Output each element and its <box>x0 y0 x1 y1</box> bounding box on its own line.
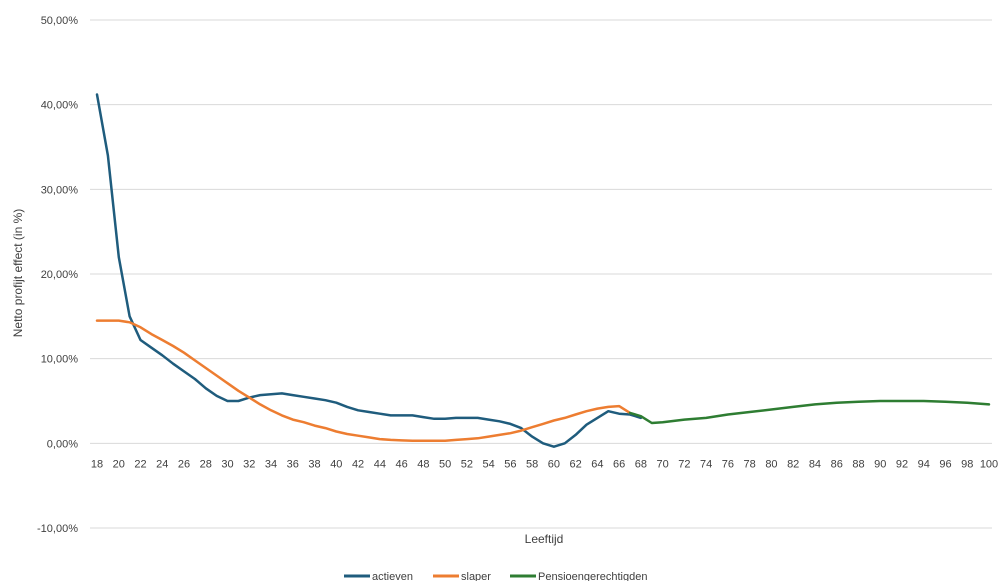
x-tick-label: 54 <box>482 458 494 470</box>
x-tick-label: 66 <box>613 458 625 470</box>
x-tick-label: 44 <box>374 458 386 470</box>
x-tick-label: 62 <box>570 458 582 470</box>
x-tick-label: 74 <box>700 458 712 470</box>
y-axis-title: Netto profijt effect (in %) <box>11 209 25 338</box>
x-tick-label: 94 <box>918 458 930 470</box>
x-tick-label: 68 <box>635 458 647 470</box>
series-line-slaper <box>95 319 632 443</box>
y-tick-label: 50,00% <box>41 15 79 27</box>
x-tick-label: 86 <box>831 458 843 470</box>
y-tick-label: 0,00% <box>47 438 78 450</box>
x-tick-label: 78 <box>744 458 756 470</box>
y-tick-label: 40,00% <box>41 100 79 112</box>
legend-label-actieven: actieven <box>372 571 413 581</box>
x-tick-label: 64 <box>591 458 603 470</box>
x-tick-label: 50 <box>439 458 451 470</box>
x-tick-label: 22 <box>134 458 146 470</box>
x-axis-ticks: 18 20 22 24 26 28 30 32 34 36 38 40 42 44 46 48 50 52 54 56… <box>91 458 998 470</box>
x-tick-label: 60 <box>548 458 560 470</box>
x-tick-label: 70 <box>657 458 669 470</box>
legend-label-slaper: slaper <box>461 571 491 581</box>
x-tick-label: 20 <box>113 458 125 470</box>
legend-label-pensioengerechtigden: Pensioengerechtigden <box>538 571 647 581</box>
x-tick-label: 76 <box>722 458 734 470</box>
x-tick-label: 42 <box>352 458 364 470</box>
x-tick-label: 100 <box>980 458 998 470</box>
x-tick-label: 58 <box>526 458 538 470</box>
y-tick-label: 20,00% <box>41 269 79 281</box>
x-tick-label: 28 <box>200 458 212 470</box>
x-tick-label: 80 <box>765 458 777 470</box>
x-tick-label: 82 <box>787 458 799 470</box>
series-line-pensioengerechtigden <box>628 399 991 425</box>
x-tick-label: 46 <box>395 458 407 470</box>
x-tick-label: 96 <box>939 458 951 470</box>
x-tick-label: 26 <box>178 458 190 470</box>
x-tick-label: 92 <box>896 458 908 470</box>
x-tick-label: 18 <box>91 458 103 470</box>
series-lines <box>95 93 991 448</box>
x-tick-label: 84 <box>809 458 821 470</box>
x-tick-label: 34 <box>265 458 277 470</box>
y-tick-label: 10,00% <box>41 354 79 366</box>
x-tick-label: 32 <box>243 458 255 470</box>
x-axis-title: Leeftijd <box>525 532 564 546</box>
x-tick-label: 72 <box>678 458 690 470</box>
x-tick-label: 30 <box>221 458 233 470</box>
x-tick-label: 88 <box>852 458 864 470</box>
x-tick-label: 90 <box>874 458 886 470</box>
grid <box>90 19 992 529</box>
x-tick-label: 40 <box>330 458 342 470</box>
legend: actieven slaper Pensioengerechtigden <box>344 571 647 581</box>
x-tick-label: 24 <box>156 458 168 470</box>
series-line-actieven <box>95 93 643 448</box>
y-axis-ticks: -10,00% 0,00% 10,00% 20,00% 30,00% 40,00% 50,0… <box>37 15 78 535</box>
x-tick-label: 48 <box>417 458 429 470</box>
x-tick-label: 36 <box>287 458 299 470</box>
x-tick-label: 56 <box>504 458 516 470</box>
x-tick-label: 52 <box>461 458 473 470</box>
x-tick-label: 98 <box>961 458 973 470</box>
y-tick-label: -10,00% <box>37 523 78 535</box>
x-tick-label: 38 <box>308 458 320 470</box>
y-tick-label: 30,00% <box>41 184 79 196</box>
